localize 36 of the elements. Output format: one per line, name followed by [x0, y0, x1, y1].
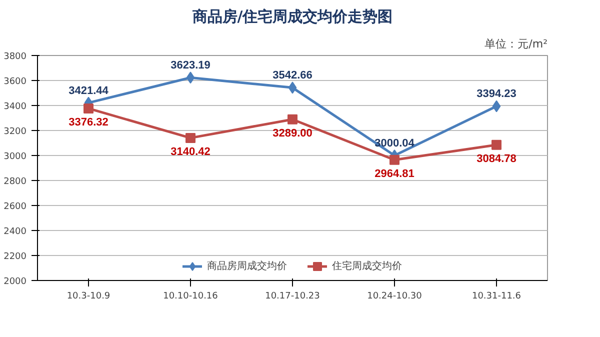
x-tick-label: 10.31-11.6	[472, 292, 522, 302]
y-tick-label: 3800	[4, 52, 27, 62]
data-label: 3623.19	[170, 60, 210, 72]
point	[288, 114, 298, 124]
x-tick-label: 10.10-10.16	[163, 292, 218, 302]
text: 单位：元/m²	[484, 38, 548, 50]
x-tick-label: 10.24-10.30	[367, 292, 422, 302]
y-tick-label: 3200	[4, 127, 27, 137]
y-tick-label: 3400	[4, 102, 27, 112]
y-tick-label: 3600	[4, 77, 27, 87]
point	[492, 140, 502, 150]
y-tick-label: 2400	[4, 227, 27, 237]
legend-label: 商品房周成交均价	[207, 260, 287, 273]
data-label: 3289.00	[272, 127, 312, 140]
data-label: 2964.81	[374, 168, 414, 180]
y-tick-label: 2200	[4, 252, 27, 262]
point	[186, 132, 196, 143]
point	[492, 100, 501, 112]
point	[84, 103, 94, 114]
y-tick-label: 2000	[4, 277, 27, 287]
data-label: 3084.78	[476, 152, 516, 165]
point	[288, 82, 297, 94]
x-tick-label: 10.3-10.9	[66, 292, 110, 302]
y-tick-label: 2600	[4, 202, 27, 212]
data-label: 3394.23	[476, 88, 516, 100]
data-label: 3542.66	[272, 70, 312, 82]
y-tick-label: 2800	[4, 177, 27, 187]
y-tick-label: 3000	[4, 152, 27, 162]
x-tick-label: 10.17-10.23	[265, 292, 320, 302]
point	[390, 154, 400, 165]
data-label: 3376.32	[68, 116, 108, 128]
data-label: 3421.44	[68, 84, 110, 97]
point	[186, 72, 195, 84]
chart-title: 商品房/住宅周成交均价走势图	[191, 8, 393, 26]
legend-label: 住宅周成交均价	[332, 260, 402, 273]
data-label: 3140.42	[170, 146, 210, 158]
